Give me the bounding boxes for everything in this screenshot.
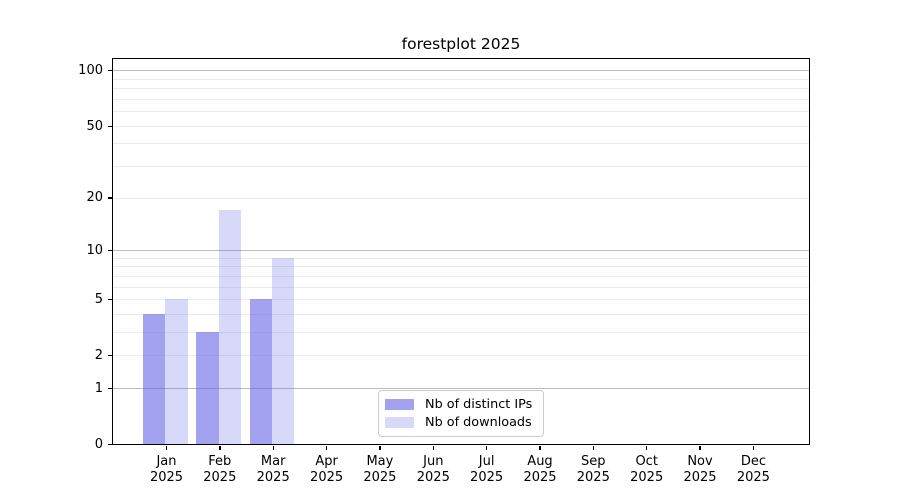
grid-line-major-10 — [113, 249, 810, 251]
grid-line-minor-9 — [113, 257, 810, 259]
x-tick-label-jan: Jan 2025 — [125, 454, 209, 487]
x-tick-label-mar: Mar 2025 — [231, 454, 315, 487]
x-tick-mark-sep — [592, 445, 594, 451]
grid-line-major-100 — [113, 70, 810, 72]
x-tick-mark-jul — [486, 445, 488, 451]
legend-label-distinct-ips: Nb of distinct IPs — [425, 397, 533, 412]
legend: Nb of distinct IPs Nb of downloads — [378, 390, 544, 437]
x-tick-label-feb: Feb 2025 — [178, 454, 262, 487]
legend-swatch-distinct-ips — [385, 399, 414, 410]
grid-line-minor-20 — [113, 197, 810, 199]
x-tick-label-nov: Nov 2025 — [658, 454, 742, 487]
y-tick-label-5: 5 — [94, 291, 103, 307]
x-tick-month: Jul — [478, 453, 495, 469]
bar-downloads-mar — [272, 257, 295, 445]
bar-downloads-jan — [165, 299, 188, 445]
y-tick-mark-50 — [108, 125, 113, 127]
x-tick-label-dec: Dec 2025 — [711, 454, 795, 487]
grid-line-minor-3 — [113, 331, 810, 333]
x-tick-mark-aug — [539, 445, 541, 451]
x-tick-month: Jun — [423, 453, 444, 469]
grid-line-minor-50 — [113, 125, 810, 127]
y-tick-label-2: 2 — [94, 348, 103, 363]
bar-downloads-feb — [218, 210, 242, 445]
grid-line-minor-30 — [113, 166, 810, 168]
x-tick-label-oct: Oct 2025 — [605, 454, 689, 487]
grid-line-minor-6 — [113, 286, 810, 288]
x-tick-month: Mar — [260, 453, 286, 469]
x-tick-mark-feb — [219, 445, 221, 451]
y-tick-label-50: 50 — [86, 118, 103, 134]
x-tick-month: Nov — [687, 453, 713, 469]
bar-distinct-ips-feb — [196, 331, 219, 445]
x-tick-year: 2025 — [470, 470, 504, 485]
legend-label-downloads: Nb of downloads — [425, 415, 532, 430]
y-tick-mark-2 — [108, 354, 113, 357]
x-tick-year: 2025 — [630, 470, 664, 485]
y-tick-mark-10 — [108, 249, 113, 251]
y-tick-label-0: 0 — [94, 437, 103, 452]
y-tick-label-100: 100 — [78, 63, 103, 79]
plot-area — [112, 58, 811, 446]
x-tick-month: Sep — [581, 453, 606, 469]
x-tick-year: 2025 — [256, 470, 290, 485]
y-tick-mark-100 — [108, 70, 113, 72]
x-tick-year: 2025 — [149, 470, 184, 485]
x-tick-mark-dec — [752, 445, 755, 451]
y-tick-mark-5 — [108, 298, 113, 301]
y-tick-label-1: 1 — [94, 380, 103, 396]
grid-line-major-1 — [113, 388, 810, 390]
x-tick-year: 2025 — [736, 470, 770, 485]
y-tick-label-10: 10 — [86, 242, 103, 258]
legend-item-distinct-ips: Nb of distinct IPs — [385, 397, 537, 412]
grid-line-minor-90 — [113, 78, 810, 80]
y-tick-mark-1 — [108, 387, 113, 390]
x-tick-label-aug: Aug 2025 — [498, 454, 582, 487]
y-tick-label-20: 20 — [86, 190, 103, 206]
grid-line-minor-60 — [113, 111, 810, 113]
x-tick-year: 2025 — [523, 470, 557, 485]
x-tick-mark-jan — [165, 445, 168, 451]
x-tick-month: Apr — [315, 453, 338, 469]
x-tick-year: 2025 — [683, 470, 717, 485]
x-tick-year: 2025 — [416, 470, 450, 485]
x-tick-mark-may — [379, 445, 381, 451]
x-tick-label-may: May 2025 — [338, 454, 422, 487]
x-tick-mark-oct — [646, 445, 648, 451]
bar-distinct-ips-mar — [249, 299, 273, 445]
x-tick-mark-jun — [432, 445, 434, 451]
x-tick-label-jun: Jun 2025 — [391, 454, 475, 487]
x-tick-month: Aug — [527, 453, 553, 469]
x-tick-year: 2025 — [576, 470, 610, 485]
x-tick-mark-mar — [272, 445, 274, 451]
x-tick-mark-nov — [699, 445, 701, 451]
x-tick-month: Oct — [635, 453, 658, 469]
grid-line-minor-40 — [113, 143, 810, 145]
grid-line-minor-7 — [113, 275, 810, 277]
grid-line-minor-8 — [113, 266, 810, 268]
x-tick-label-jul: Jul 2025 — [445, 454, 529, 487]
x-tick-label-apr: Apr 2025 — [285, 454, 369, 487]
x-tick-year: 2025 — [363, 470, 397, 485]
bar-distinct-ips-jan — [143, 313, 166, 445]
x-tick-label-sep: Sep 2025 — [551, 454, 635, 487]
y-tick-mark-0 — [108, 443, 113, 446]
x-tick-year: 2025 — [203, 470, 237, 485]
grid-line-minor-80 — [113, 88, 810, 90]
grid-line-minor-70 — [113, 98, 810, 100]
grid-line-minor-4 — [113, 313, 810, 315]
y-tick-mark-20 — [108, 197, 113, 199]
grid-line-minor-2 — [113, 355, 810, 357]
x-tick-month: Feb — [208, 453, 232, 469]
chart-title: forestplot 2025 — [401, 35, 521, 53]
x-tick-year: 2025 — [310, 470, 344, 485]
x-tick-month: Jan — [156, 453, 177, 469]
legend-item-downloads: Nb of downloads — [385, 415, 537, 430]
x-tick-month: May — [366, 453, 394, 469]
legend-swatch-downloads — [385, 417, 414, 428]
x-tick-month: Dec — [740, 453, 766, 469]
x-tick-mark-apr — [325, 445, 328, 451]
grid-line-minor-5 — [113, 299, 810, 301]
